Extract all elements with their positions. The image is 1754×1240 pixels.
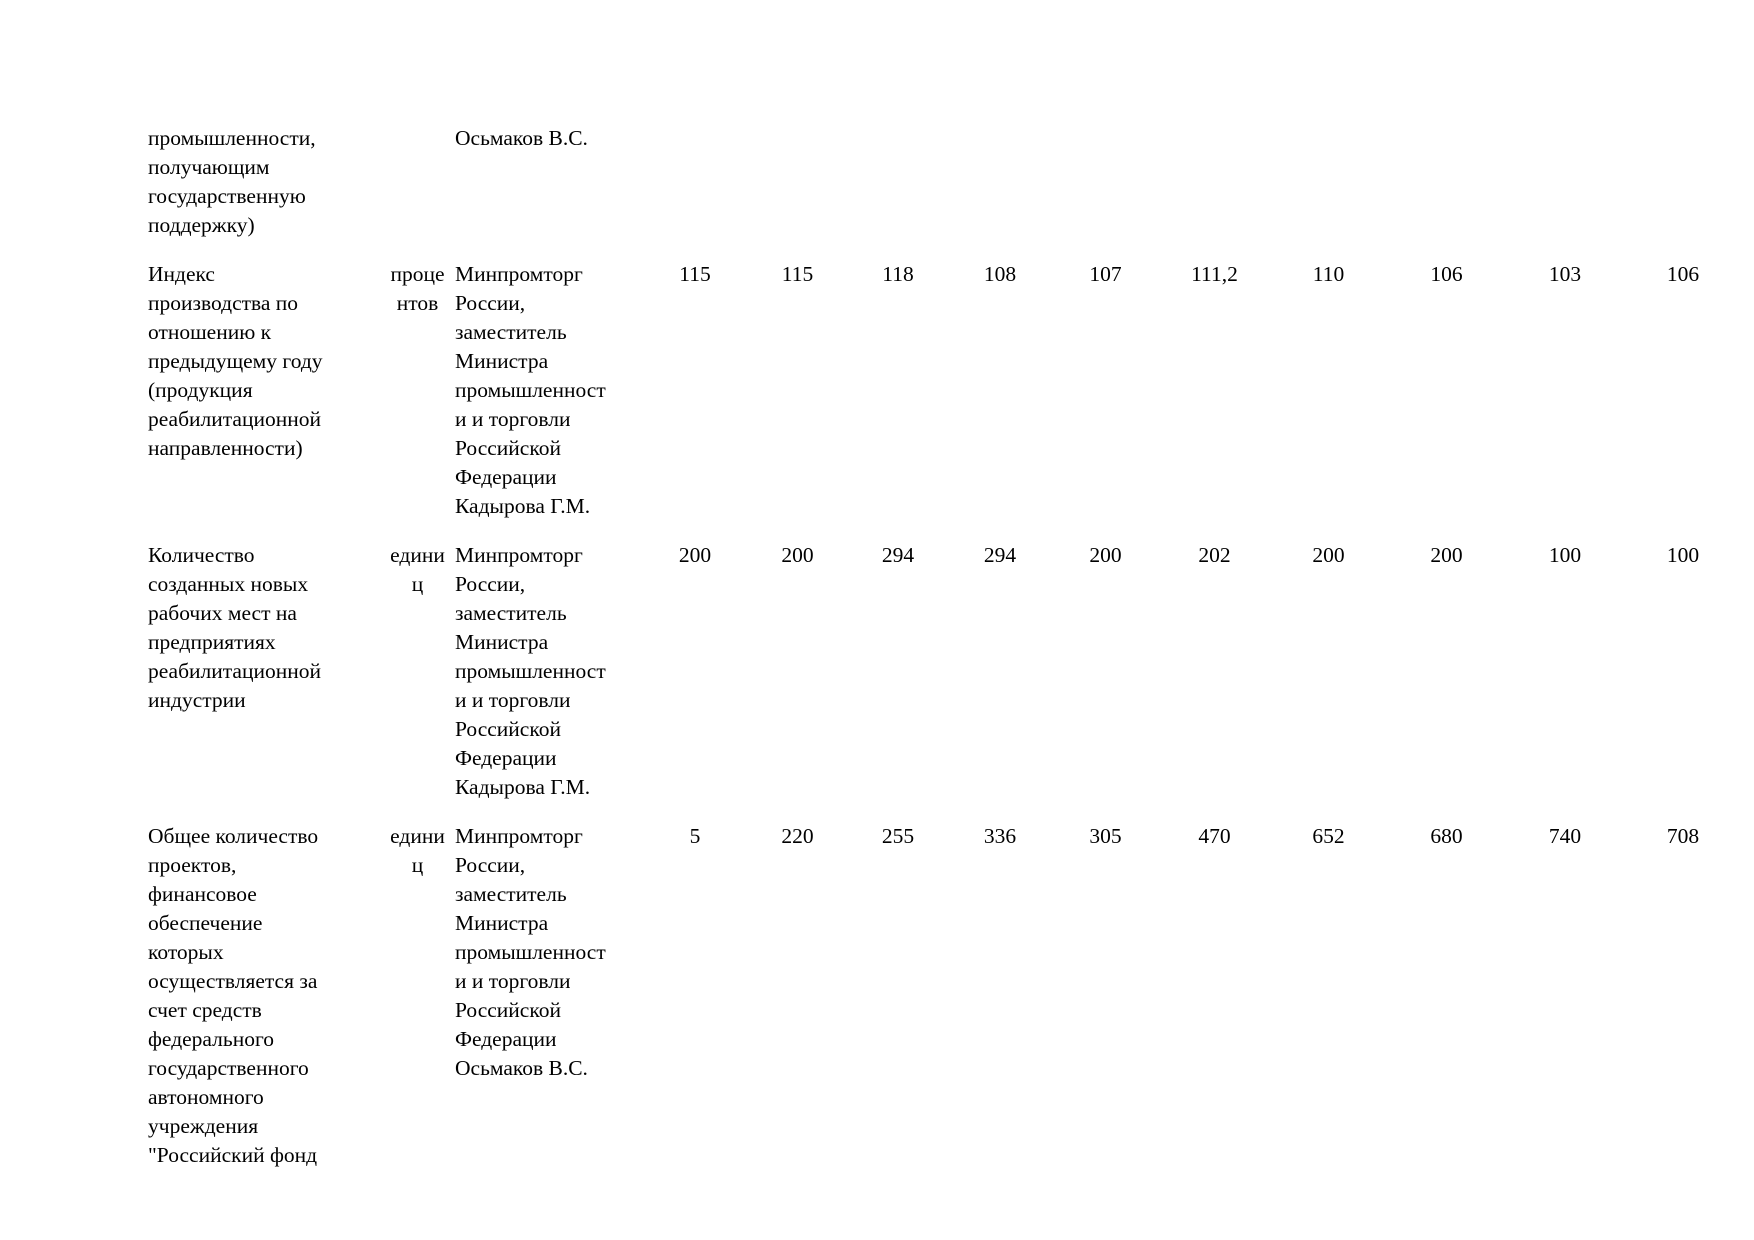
responsible-cell: Минпромторг России, заместитель Министра… [455,543,606,799]
value-cell: 220 [781,824,814,848]
value-cell: 106 [1430,262,1463,286]
unit-cell: проце нтов [390,262,445,315]
table-row: промышленности, получающим государственн… [148,124,1742,260]
value-cell: 115 [781,262,814,286]
table-row: Индекс производства по отношению к преды… [148,260,1742,541]
value-cell [1506,124,1624,260]
value-cell: 110 [1312,262,1345,286]
value-cell: 200 [678,543,712,567]
value-cell: 294 [983,543,1017,567]
value-cell: 202 [1198,543,1231,567]
value-cell [848,124,948,260]
value-cell: 255 [881,824,915,848]
value-cell: 106 [1666,262,1700,286]
value-cell: 200 [1312,543,1345,567]
value-cell: 100 [1548,543,1582,567]
value-cell [747,124,848,260]
responsible-cell: Осьмаков В.С. [455,126,588,150]
value-cell [643,124,747,260]
unit-cell: едини ц [390,824,445,877]
value-cell: 103 [1548,262,1582,286]
value-cell: 652 [1312,824,1345,848]
value-cell: 5 [689,824,701,848]
value-cell: 200 [1089,543,1122,567]
value-cell [1052,124,1159,260]
value-cell: 200 [781,543,814,567]
indicator-cell: Общее количество проектов, финансовое об… [148,824,319,1167]
value-cell: 111,2 [1191,262,1238,286]
indicator-cell: Индекс производства по отношению к преды… [148,262,323,460]
value-cell: 118 [882,262,914,286]
value-cell: 100 [1666,543,1700,567]
value-cell: 680 [1430,824,1463,848]
indicators-table: промышленности, получающим государственн… [148,124,1742,1190]
value-cell: 115 [679,262,711,286]
value-cell: 294 [881,543,915,567]
value-cell: 107 [1089,262,1122,286]
value-cell: 108 [983,262,1017,286]
responsible-cell: Минпромторг России, заместитель Министра… [455,824,606,1080]
unit-cell [380,124,455,260]
value-cell: 200 [1430,543,1463,567]
value-cell: 470 [1198,824,1231,848]
value-cell: 708 [1666,824,1700,848]
value-cell [948,124,1052,260]
value-cell [1270,124,1387,260]
value-cell [1387,124,1506,260]
table-row: Общее количество проектов, финансовое об… [148,822,1742,1190]
indicator-cell: промышленности, получающим государственн… [148,126,316,237]
value-cell: 336 [983,824,1017,848]
value-cell [1624,124,1742,260]
value-cell [1159,124,1270,260]
unit-cell: едини ц [390,543,445,596]
indicators-table-body: промышленности, получающим государственн… [148,124,1742,1190]
value-cell: 305 [1089,824,1122,848]
value-cell: 740 [1548,824,1582,848]
indicator-cell: Количество созданных новых рабочих мест … [148,543,322,712]
responsible-cell: Минпромторг России, заместитель Министра… [455,262,606,518]
table-row: Количество созданных новых рабочих мест … [148,541,1742,822]
